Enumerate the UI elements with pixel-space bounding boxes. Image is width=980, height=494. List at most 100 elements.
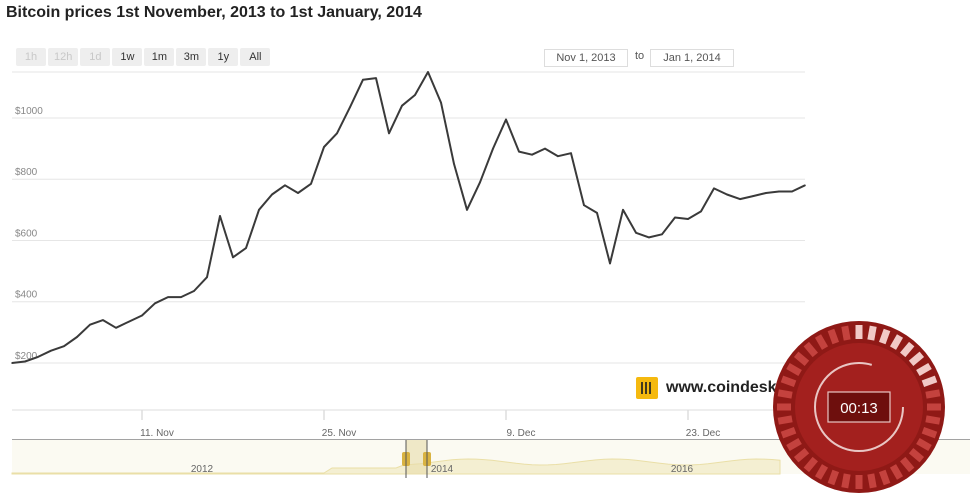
range-button-1y[interactable]: 1y [208,48,239,66]
timer-tick [878,328,891,345]
data-point [310,183,312,185]
data-point [700,210,702,213]
data-point [648,236,650,239]
data-point [765,192,767,194]
data-point [531,153,533,156]
data-point [193,290,195,292]
navigator-year-label: 2014 [431,464,454,475]
y-tick-label: $800 [15,167,38,178]
timer-tick [814,334,829,350]
data-point [349,106,351,109]
data-point [791,190,793,193]
timer-tick [777,389,793,399]
range-button-1w[interactable]: 1w [112,48,143,66]
data-point [297,192,299,194]
timer-tick [889,464,904,480]
timer-tick [793,448,810,463]
data-point [258,209,260,211]
data-point [752,195,754,197]
timer-tick [867,473,877,489]
timer-tick [900,341,915,358]
timer-progress-arc [814,362,904,452]
data-point [323,146,325,148]
navigator-year-label: 2012 [191,464,214,475]
range-button-1m[interactable]: 1m [144,48,175,66]
data-point [401,104,403,107]
timer-tick [921,375,938,388]
y-tick-label: $200 [15,351,38,362]
x-tick-label: 23. Dec [686,428,720,439]
data-point [505,118,507,121]
timer-tick [803,456,818,473]
data-point [219,215,221,217]
data-point [570,152,572,154]
data-point [596,212,598,214]
timer-tick [786,362,802,377]
data-point [115,326,117,329]
date-to-label: to [635,50,645,62]
data-point [63,345,65,347]
timer-tick [827,328,840,345]
data-point [440,101,442,104]
x-tick-label: 25. Nov [322,428,356,439]
data-point [635,232,637,234]
data-point [245,247,247,249]
data-point [479,181,481,184]
data-point [674,216,676,219]
price-series-line [11,71,806,364]
data-point [37,356,39,358]
timer-tick [780,375,797,388]
data-point [687,218,689,220]
coindesk-logo-icon [636,377,658,399]
data-point [24,360,26,363]
data-point [375,77,377,79]
data-point [388,132,390,135]
y-tick-label: $1000 [15,106,43,117]
timer-tick [900,456,915,473]
data-point [284,184,286,187]
timer-tick [908,351,925,366]
range-button-12h[interactable]: 12h [48,48,79,66]
data-point [102,319,104,321]
timer-tick [814,464,829,480]
data-point [154,302,156,305]
coindesk-logo-text: www.coindesk [666,379,777,396]
data-point [89,323,91,326]
x-tick-label: 9. Dec [507,428,536,439]
coindesk-logo: www.coindesk [636,377,777,399]
y-tick-label: $400 [15,290,38,301]
timer-tick [916,437,932,452]
data-point [726,193,728,196]
timer-tick [925,415,941,425]
data-point [180,296,182,298]
data-point [11,362,13,364]
timer-display-box [827,391,891,423]
data-point [128,320,130,323]
timer-tick [841,325,851,341]
range-button-1d[interactable]: 1d [80,48,111,66]
data-point [778,190,780,193]
data-point [50,349,52,352]
data-point [661,233,663,236]
date-from-input[interactable]: Nov 1, 2013 [544,49,628,67]
data-point [492,147,494,150]
data-point [609,262,611,265]
timer-tick [878,469,891,486]
data-point [271,193,273,196]
date-to-input[interactable]: Jan 1, 2014 [650,49,734,67]
range-button-3m[interactable]: 3m [176,48,207,66]
data-point [622,209,624,211]
countdown-timer: 00:13 [773,321,945,493]
data-point [557,155,559,158]
data-point [427,71,429,73]
timer-tick [867,325,877,341]
range-button-all[interactable]: All [240,48,271,66]
data-point [713,187,715,190]
timer-tick-ring [777,325,941,489]
data-point [232,256,234,259]
data-point [804,184,806,187]
data-point [583,204,585,207]
range-button-1h[interactable]: 1h [16,48,46,66]
x-tick-label: 11. Nov [140,428,174,439]
timer-text: 00:13 [840,400,878,417]
